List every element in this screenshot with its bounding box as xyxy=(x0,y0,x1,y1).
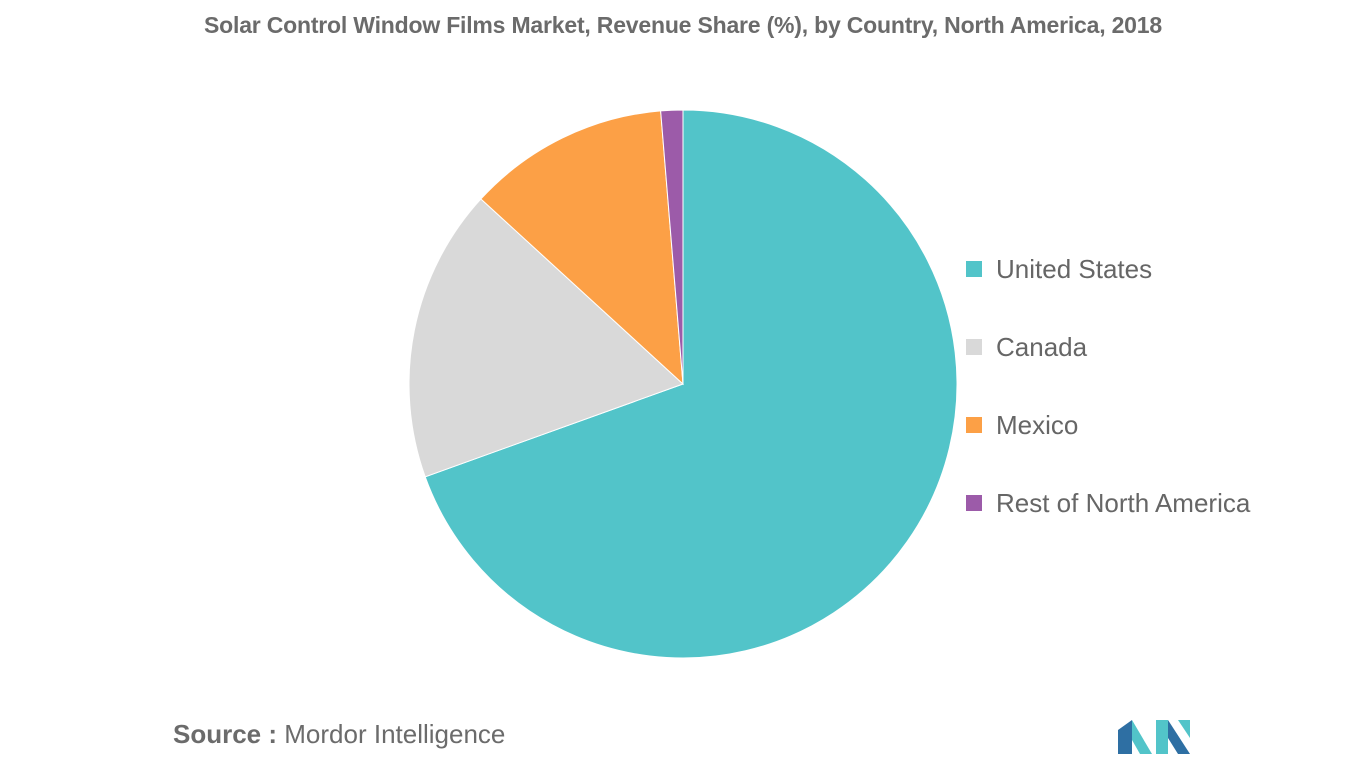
logo-shape-mid xyxy=(1132,720,1152,754)
source-note: Source : Mordor Intelligence xyxy=(173,719,505,750)
legend-label-canada: Canada xyxy=(996,331,1088,362)
legend-label-united-states: United States xyxy=(996,253,1153,284)
source-value: Mordor Intelligence xyxy=(284,719,506,749)
legend-label-rest-of-north-america: Rest of North America xyxy=(996,487,1251,518)
logo-shape-left xyxy=(1118,720,1132,754)
source-key: Source : xyxy=(173,719,278,749)
legend-swatch-rest-of-north-america xyxy=(966,495,982,511)
legend-swatch-canada xyxy=(966,339,982,355)
legend-item-united-states: United States xyxy=(966,230,1250,308)
logo-shape-right-b xyxy=(1168,720,1190,754)
logo-shape-right-a xyxy=(1156,720,1168,754)
legend-item-canada: Canada xyxy=(966,308,1250,386)
chart-title: Solar Control Window Films Market, Reven… xyxy=(204,12,1162,38)
legend-swatch-mexico xyxy=(966,417,982,433)
pie-slice-mexico xyxy=(480,110,684,386)
legend: United States Canada Mexico Rest of Nort… xyxy=(966,250,1250,562)
legend-swatch-united-states xyxy=(966,261,982,277)
pie-slice-rest-of-north-america xyxy=(660,109,684,385)
logo-shape-right-c xyxy=(1178,720,1190,738)
mordor-intelligence-logo-icon xyxy=(1118,720,1190,754)
legend-label-mexico: Mexico xyxy=(996,409,1079,440)
pie-slice-united-states xyxy=(424,109,958,659)
pie-slice-canada xyxy=(408,198,684,478)
legend-item-rest-of-north-america: Rest of North America xyxy=(966,464,1250,542)
legend-item-mexico: Mexico xyxy=(966,386,1250,464)
